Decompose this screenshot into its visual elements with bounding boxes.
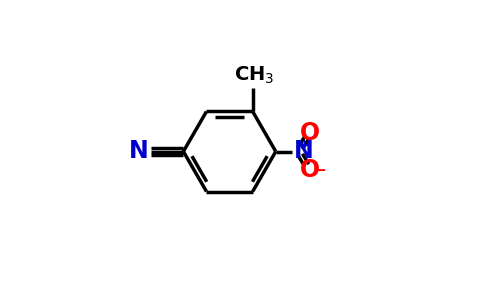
Text: −: − bbox=[313, 163, 326, 178]
Text: O: O bbox=[301, 158, 320, 182]
Text: CH$_3$: CH$_3$ bbox=[234, 64, 274, 86]
Text: N: N bbox=[294, 139, 314, 163]
Text: N: N bbox=[129, 140, 148, 164]
Text: +: + bbox=[298, 137, 310, 152]
Text: O: O bbox=[301, 121, 320, 145]
